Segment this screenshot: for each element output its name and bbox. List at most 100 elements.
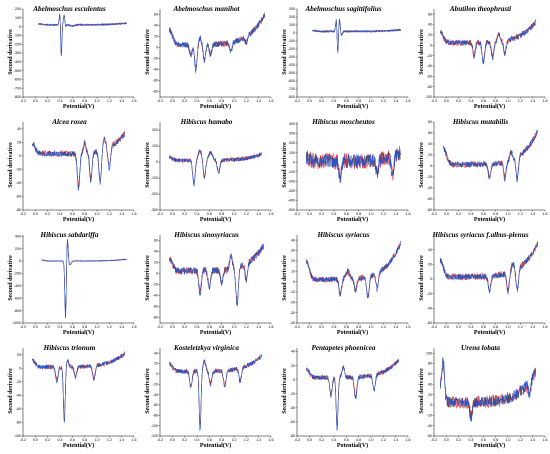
x-tick: 1.2 xyxy=(381,97,386,103)
x-tick-label: -0.2 xyxy=(294,325,300,329)
x-tick-label: 1.6 xyxy=(132,438,137,442)
y-tick-label: 40 xyxy=(428,382,432,386)
y-tick-label: 0 xyxy=(293,31,295,35)
x-tick-label: 0.0 xyxy=(444,325,449,329)
x-tick-label: 1.0 xyxy=(232,99,237,103)
x-axis-label: Potential(V) xyxy=(473,104,506,110)
y-tick: 40 xyxy=(154,351,160,355)
x-tick-label: 0.2 xyxy=(319,325,324,329)
x-tick: 0.0 xyxy=(170,97,175,103)
y-tick: -40 xyxy=(290,321,297,325)
x-tick: 0.0 xyxy=(33,210,38,216)
x-tick: 0.0 xyxy=(33,436,38,442)
x-tick-label: 1.4 xyxy=(119,438,124,442)
x-tick-label: 0.0 xyxy=(307,99,312,103)
series-line xyxy=(169,14,266,68)
x-tick-label: 1.4 xyxy=(256,99,261,103)
chart-svg: -0.2 0.0 0.2 0.4 0.6 0.8 1.0 1.2 1.4 1.6 -80 -60 -40… xyxy=(290,348,411,442)
x-tick-label: 1.0 xyxy=(369,212,374,216)
y-axis-label: Second derivative xyxy=(282,368,288,414)
x-tick: 0.8 xyxy=(219,97,224,103)
x-tick: 0.2 xyxy=(45,97,50,103)
y-tick-label: -100 xyxy=(288,170,295,174)
y-tick: 80 xyxy=(428,120,434,124)
x-tick: -0.2 xyxy=(294,97,300,103)
x-tick: 1.0 xyxy=(232,97,237,103)
x-tick: 1.2 xyxy=(381,323,386,329)
x-tick: 1.2 xyxy=(107,436,112,442)
y-tick: 0 xyxy=(19,154,23,158)
x-tick-label: 0.6 xyxy=(481,325,486,329)
axis-line xyxy=(159,122,271,211)
x-tick: -0.2 xyxy=(157,210,163,216)
y-tick-label: -600 xyxy=(14,296,21,300)
x-tick: 0.4 xyxy=(332,97,337,103)
x-tick: 0.0 xyxy=(307,97,312,103)
x-tick-label: 1.2 xyxy=(244,325,249,329)
x-tick: 0.8 xyxy=(219,436,224,442)
y-tick: -20 xyxy=(427,292,434,296)
series-line xyxy=(168,14,266,74)
x-tick-label: -0.2 xyxy=(157,438,163,442)
x-tick-label: -0.2 xyxy=(20,99,26,103)
x-tick-label: 0.0 xyxy=(170,212,175,216)
x-tick: 1.4 xyxy=(119,323,124,329)
y-tick: -200 xyxy=(14,272,23,276)
y-tick-label: -60 xyxy=(427,74,432,78)
y-tick: 100 xyxy=(289,23,297,27)
chart-panel: -0.2 0.0 0.2 0.4 0.6 0.8 1.0 1.2 1.4 1.6 -1000 -800… xyxy=(1,227,138,340)
x-tick-label: 0.2 xyxy=(319,212,324,216)
axis-line xyxy=(22,9,134,98)
y-tick-label: 0 xyxy=(293,378,295,382)
y-tick: -1000 xyxy=(12,321,23,325)
x-tick-label: 0.4 xyxy=(195,325,200,329)
y-tick: -100 xyxy=(425,95,434,99)
y-axis-label: Second derivative xyxy=(8,29,14,75)
x-tick: -0.2 xyxy=(157,436,163,442)
x-tick: 0.4 xyxy=(195,323,200,329)
x-tick-label: 1.4 xyxy=(119,212,124,216)
y-tick-label: -300 xyxy=(151,208,158,212)
x-tick: -0.2 xyxy=(157,97,163,103)
y-tick-label: -40 xyxy=(290,321,295,325)
y-tick-label: 0 xyxy=(430,403,432,407)
x-axis-label: Potential(V) xyxy=(336,443,369,449)
series-line xyxy=(306,358,399,426)
x-tick: 0.2 xyxy=(456,323,461,329)
x-tick-label: 1.0 xyxy=(369,325,374,329)
y-tick-label: -400 xyxy=(14,60,21,64)
series-line xyxy=(41,239,127,319)
y-tick-label: 100 xyxy=(15,16,21,20)
x-tick: 1.6 xyxy=(269,436,274,442)
x-tick: 1.2 xyxy=(244,210,249,216)
x-tick-label: 1.4 xyxy=(119,325,124,329)
x-tick: 0.2 xyxy=(182,323,187,329)
x-tick-label: 1.2 xyxy=(381,325,386,329)
y-tick-label: 20 xyxy=(17,353,21,357)
x-tick-label: 0.2 xyxy=(456,212,461,216)
y-tick: -700 xyxy=(14,86,23,90)
y-tick-label: 200 xyxy=(289,141,295,145)
y-tick: -100 xyxy=(14,434,23,438)
y-tick: -20 xyxy=(153,283,160,287)
y-tick-label: -60 xyxy=(16,407,21,411)
series-line xyxy=(306,244,401,297)
y-tick-label: 20 xyxy=(291,259,295,263)
y-axis-label: Second derivative xyxy=(419,29,425,75)
x-tick: 0.8 xyxy=(493,323,498,329)
x-tick-label: 0.8 xyxy=(219,212,224,216)
x-tick-label: 0.6 xyxy=(207,438,212,442)
x-axis-label: Potential(V) xyxy=(336,330,369,336)
y-tick: 100 xyxy=(426,351,434,355)
y-tick-label: 80 xyxy=(428,120,432,124)
x-axis-label: Potential(V) xyxy=(62,217,95,223)
x-tick-label: 0.2 xyxy=(319,438,324,442)
axis-line xyxy=(159,235,271,324)
x-axis-label: Potential(V) xyxy=(473,443,506,449)
y-tick: 0 xyxy=(156,372,160,376)
series-line xyxy=(32,351,125,416)
x-tick-label: 1.0 xyxy=(506,325,511,329)
x-tick: 0.8 xyxy=(356,97,361,103)
y-tick-label: -40 xyxy=(153,393,158,397)
x-tick-label: 1.4 xyxy=(393,438,398,442)
